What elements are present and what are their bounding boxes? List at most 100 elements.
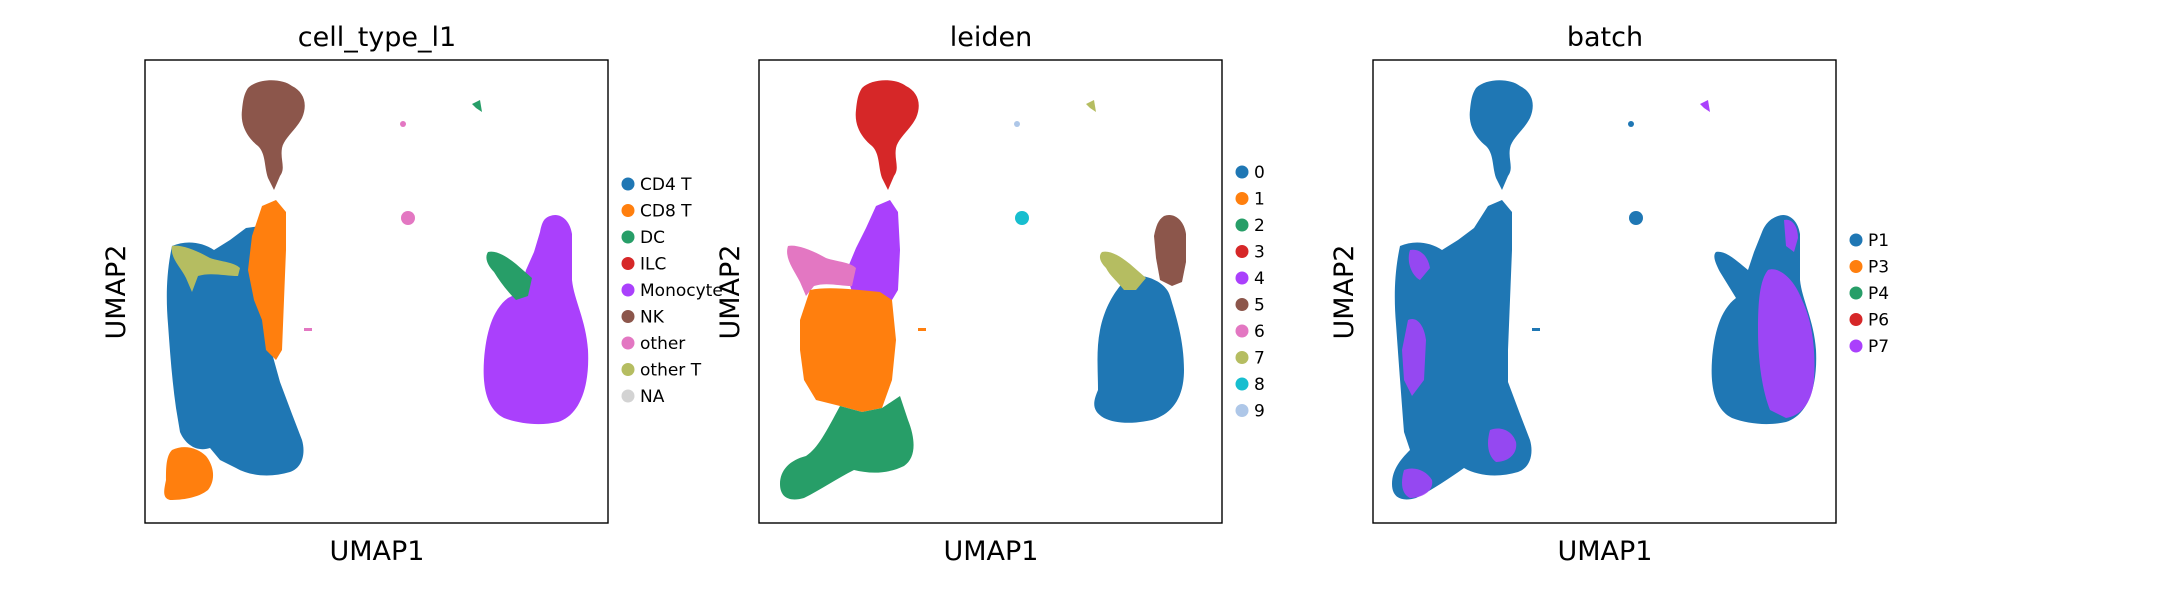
legend-marker: [1235, 192, 1249, 205]
legend-marker: [621, 363, 635, 376]
island-d: [1532, 328, 1540, 331]
plot-frame: [1372, 59, 1837, 524]
legend-label: other: [640, 334, 685, 354]
cluster-7: [1099, 251, 1146, 290]
cluster-2: [780, 396, 914, 500]
x-axis-label: UMAP1: [330, 536, 425, 567]
cluster-main-p1: [1392, 80, 1533, 500]
legend-marker: [1849, 286, 1863, 300]
cluster-dc-island: [472, 100, 482, 112]
legend-marker: [1235, 245, 1249, 258]
legend-marker: [1849, 339, 1863, 353]
legend-marker: [1235, 324, 1249, 338]
legend-marker: [1235, 351, 1249, 364]
cluster-other-b: [400, 121, 406, 127]
legend-label: 6: [1254, 322, 1265, 342]
cluster-other-t: [171, 245, 240, 292]
cluster-6: [787, 245, 856, 296]
cluster-9: [1014, 121, 1020, 127]
panel-title: leiden: [950, 22, 1032, 53]
legend-marker: [1235, 165, 1249, 179]
legend-marker: [1849, 313, 1863, 326]
cluster-right-p7: [1758, 219, 1815, 418]
y-axis-label: UMAP2: [101, 245, 132, 340]
legend-marker: [621, 230, 635, 244]
legend-label: other T: [640, 361, 702, 381]
legend: CD4 T CD8 T DC ILC Monocyte NK other other T NA: [621, 175, 723, 407]
cluster-4: [846, 200, 900, 300]
panel-title: cell_type_l1: [298, 22, 456, 53]
legend-label: P6: [1868, 311, 1889, 331]
legend-label: P3: [1868, 258, 1889, 278]
legend-label: DC: [640, 228, 665, 248]
cluster-cd8-t-upper: [248, 200, 286, 360]
legend-marker: [1235, 377, 1249, 391]
legend-label: NA: [640, 387, 665, 407]
panel-title: batch: [1567, 22, 1643, 53]
legend-label: 4: [1254, 269, 1265, 289]
cluster-other-a: [401, 211, 415, 225]
cluster-other-c: [304, 328, 312, 331]
legend-label: 2: [1254, 216, 1265, 236]
legend-marker: [621, 204, 635, 217]
cluster-7-island: [1086, 100, 1096, 112]
scatter-points: [164, 80, 589, 500]
legend-label: 3: [1254, 243, 1265, 263]
island-a: [1629, 211, 1643, 225]
y-axis-label: UMAP2: [715, 245, 746, 340]
legend-label: 9: [1254, 402, 1265, 422]
legend-marker: [1849, 260, 1863, 273]
legend-label: P1: [1868, 231, 1889, 251]
panel-batch: batch UMAP1 UMAP2 P1 P3 P4 P6 P7: [1329, 22, 1889, 567]
cluster-1-island: [918, 328, 926, 331]
legend-marker: [1235, 298, 1249, 311]
legend: P1 P3 P4 P6 P7: [1849, 231, 1889, 357]
legend-marker: [621, 310, 635, 323]
legend-marker: [621, 177, 635, 191]
cluster-0: [1094, 275, 1184, 423]
x-axis-label: UMAP1: [944, 536, 1039, 567]
legend: 0 1 2 3 4 5 6 7 8 9: [1235, 163, 1265, 422]
legend-marker: [1235, 404, 1249, 417]
plot-frame: [758, 59, 1223, 524]
cluster-1: [800, 288, 896, 412]
legend-label: 8: [1254, 375, 1265, 395]
cluster-3: [855, 80, 919, 190]
legend-marker: [621, 257, 635, 270]
legend-marker: [1849, 233, 1863, 247]
legend-label: P7: [1868, 337, 1889, 357]
legend-label: 1: [1254, 190, 1265, 210]
cluster-cd4-t: [166, 226, 304, 476]
y-axis-label: UMAP2: [1329, 245, 1360, 340]
cluster-monocyte: [483, 214, 589, 425]
plot-frame: [144, 59, 609, 524]
island-b: [1628, 121, 1634, 127]
cluster-cd8-t-lower: [164, 447, 214, 500]
legend-marker: [1235, 271, 1249, 285]
legend-label: 0: [1254, 163, 1265, 183]
scatter-points: [1392, 80, 1817, 500]
x-axis-label: UMAP1: [1558, 536, 1653, 567]
cluster-dc: [486, 251, 532, 300]
cluster-left-p7: [1402, 249, 1517, 498]
scatter-points: [780, 80, 1186, 500]
island-c: [1700, 100, 1710, 112]
legend-label: ILC: [640, 255, 666, 275]
legend-label: CD8 T: [640, 202, 692, 222]
legend-label: 5: [1254, 296, 1265, 316]
legend-label: 7: [1254, 349, 1265, 369]
legend-label: NK: [640, 308, 665, 328]
panel-leiden: leiden UMAP1 UMA: [715, 22, 1265, 567]
cluster-5: [1154, 214, 1186, 286]
legend-marker: [621, 283, 635, 297]
legend-label: P4: [1868, 284, 1889, 304]
legend-marker: [1235, 218, 1249, 232]
legend-label: CD4 T: [640, 175, 692, 195]
cluster-nk: [241, 80, 305, 190]
legend-label: Monocyte: [640, 281, 723, 301]
legend-marker: [621, 336, 635, 350]
cluster-8: [1015, 211, 1029, 225]
legend-marker: [621, 389, 635, 403]
